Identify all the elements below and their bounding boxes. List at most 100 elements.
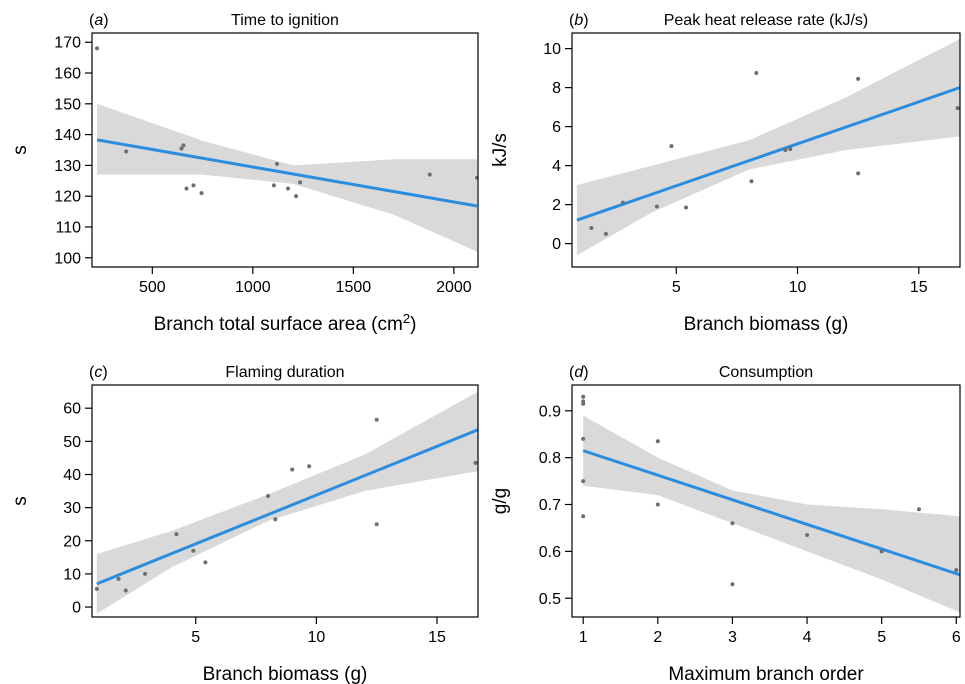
regression-line	[96, 138, 478, 208]
data-point	[273, 517, 278, 522]
plot-frame	[91, 384, 479, 618]
data-point	[123, 588, 128, 593]
panel-title: Flaming duration	[225, 364, 344, 381]
plot-area	[95, 46, 478, 252]
y-tick-label: 0.8	[539, 450, 561, 467]
data-point	[294, 194, 299, 199]
y-tick-label: 120	[54, 189, 81, 206]
x-tick-label: 2	[653, 629, 662, 646]
y-tick-label: 8	[552, 80, 561, 97]
panel-title: Time to ignition	[231, 12, 339, 29]
data-point	[683, 205, 688, 210]
plot-frame	[91, 32, 479, 268]
x-tick-label: 1	[579, 629, 588, 646]
confidence-band	[97, 103, 477, 252]
y-axis-label: s	[10, 145, 31, 155]
x-axis-label: Branch total surface area (cm2)	[154, 311, 417, 336]
data-point	[203, 560, 208, 565]
y-tick-label: 20	[63, 533, 81, 550]
y-tick-label: 0.5	[539, 591, 561, 608]
data-point	[669, 144, 674, 149]
y-tick-label: 2	[552, 197, 561, 214]
confidence-band	[96, 391, 478, 614]
x-tick-label: 6	[952, 629, 961, 646]
data-point	[191, 548, 196, 553]
data-point	[124, 149, 129, 154]
data-point	[286, 186, 291, 191]
x-tick-label: 15	[910, 279, 928, 296]
data-point	[954, 568, 959, 573]
data-point	[581, 394, 586, 399]
y-tick-label: 160	[54, 66, 81, 83]
panel-letter-text: b	[574, 12, 583, 29]
data-point	[181, 143, 186, 148]
x-axis-label: Branch biomass (g)	[203, 664, 368, 684]
data-point	[94, 586, 99, 591]
plot-frame	[571, 32, 961, 268]
data-point	[603, 231, 608, 236]
panel-letter: (a)	[89, 12, 109, 29]
y-tick-label: 0.9	[539, 403, 561, 420]
x-tick-label: 10	[307, 629, 325, 646]
data-point	[274, 161, 279, 166]
data-point	[754, 70, 759, 75]
plot-area	[94, 391, 478, 614]
y-tick-label: 0.6	[539, 544, 561, 561]
panel-letter: (b)	[569, 12, 589, 29]
x-tick-label: 5	[191, 629, 200, 646]
y-tick-label: 40	[63, 467, 81, 484]
data-point	[730, 582, 735, 587]
data-point	[174, 532, 179, 537]
data-point	[589, 226, 594, 230]
y-tick-label: 30	[63, 500, 81, 517]
y-tick-label: 60	[63, 401, 81, 418]
data-point	[307, 464, 312, 469]
y-axis-label: s	[10, 496, 31, 506]
data-point	[856, 171, 861, 176]
x-tick-label: 10	[789, 279, 807, 296]
y-tick-label: 6	[552, 119, 561, 136]
panel-c: 5 10 15 0 10 20 30 40 50 60 (c) Flaming duration Bra…	[10, 364, 479, 684]
plot-area	[576, 38, 960, 256]
panel-letter-text: a	[94, 12, 103, 29]
x-tick-label: 3	[728, 629, 737, 646]
y-tick-label: 100	[54, 250, 81, 267]
data-point	[199, 191, 204, 196]
y-tick-label: 170	[54, 35, 81, 52]
data-point	[581, 436, 586, 441]
data-point	[298, 180, 303, 185]
data-point	[474, 175, 478, 180]
data-point	[95, 46, 100, 51]
x-tick-label: 4	[803, 629, 812, 646]
y-tick-label: 0.7	[539, 497, 561, 514]
data-point	[290, 467, 295, 472]
data-point	[427, 172, 432, 177]
plot-area	[581, 394, 960, 613]
x-tick-label: 2000	[436, 279, 472, 296]
data-point	[749, 179, 754, 184]
data-point	[730, 521, 735, 526]
y-tick-label: 140	[54, 127, 81, 144]
y-tick-label: 4	[552, 158, 561, 175]
panel-a: 500 1000 1500 2000 100 110 120 130 140 150 160 170 (…	[10, 12, 479, 335]
data-point	[620, 200, 625, 205]
panel-letter-text: c	[94, 364, 102, 381]
regression-line	[576, 86, 960, 222]
data-point	[805, 532, 810, 537]
data-point	[581, 479, 586, 484]
data-point	[581, 514, 586, 519]
panel-title: Peak heat release rate (kJ/s)	[664, 12, 869, 29]
x-axis-label: Branch biomass (g)	[684, 314, 849, 335]
y-tick-label: 50	[63, 434, 81, 451]
x-tick-label: 5	[877, 629, 886, 646]
y-tick-label: 10	[63, 566, 81, 583]
y-tick-label: 150	[54, 96, 81, 113]
data-point	[191, 183, 196, 188]
regression-line	[96, 428, 478, 586]
data-point	[374, 417, 379, 422]
panel-letter: (c)	[89, 364, 108, 381]
data-point	[271, 183, 276, 188]
x-tick-label: 1500	[336, 279, 372, 296]
plot-frame	[571, 384, 961, 618]
